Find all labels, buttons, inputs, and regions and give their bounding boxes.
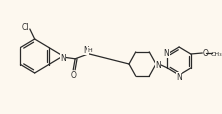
Text: N: N — [164, 49, 169, 58]
Text: Cl: Cl — [21, 22, 29, 31]
Text: CH₃: CH₃ — [211, 51, 222, 56]
Text: O: O — [70, 70, 76, 79]
Text: N: N — [155, 61, 161, 70]
Text: N: N — [60, 54, 66, 63]
Text: N: N — [83, 46, 89, 55]
Text: O: O — [202, 49, 208, 58]
Text: N: N — [176, 73, 182, 82]
Text: H: H — [87, 48, 92, 53]
